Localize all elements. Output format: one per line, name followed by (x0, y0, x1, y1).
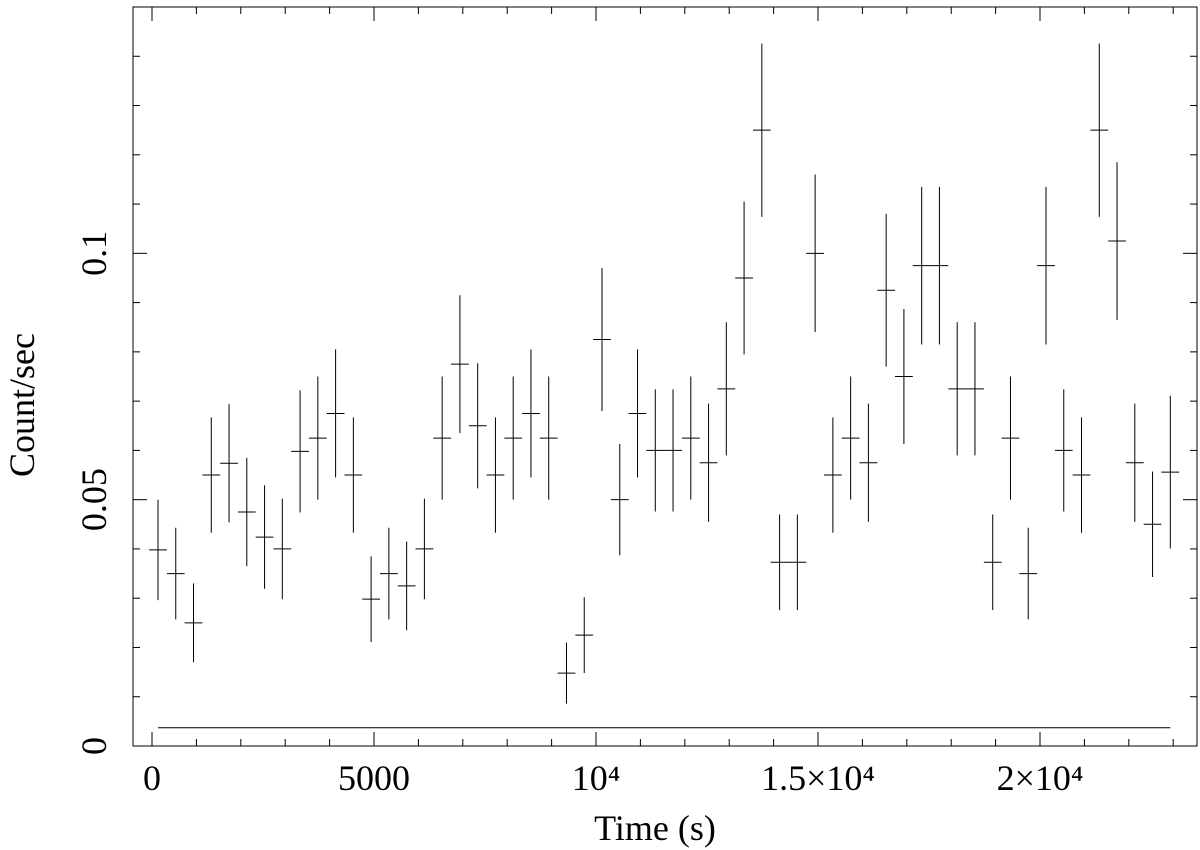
x-tick-label: 5000 (338, 758, 410, 798)
y-axis-label: Count/sec (2, 333, 42, 477)
y-tick-label: 0 (74, 737, 114, 755)
x-tick-label: 1.5×10⁴ (761, 758, 875, 798)
x-tick-label: 2×10⁴ (997, 758, 1084, 798)
y-tick-label: 0.1 (74, 231, 114, 276)
x-tick-label: 0 (143, 758, 161, 798)
x-axis-label: Time (s) (594, 808, 716, 848)
x-tick-label: 10⁴ (572, 758, 621, 798)
y-tick-label: 0.05 (74, 468, 114, 531)
plot-frame (132, 6, 1198, 747)
